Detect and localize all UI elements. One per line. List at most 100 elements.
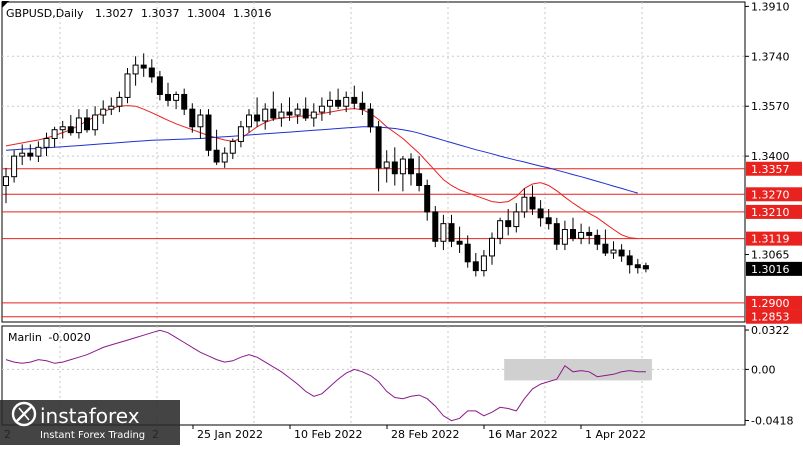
level-price-badge (746, 161, 802, 176)
candles (3, 53, 649, 277)
level-price-label: 1.3270 (751, 188, 790, 201)
chart-low: 1.3004 (187, 7, 226, 20)
candle-bear (626, 255, 633, 266)
candle-bear (367, 108, 374, 128)
candle-bear (537, 208, 544, 219)
candle-bull (124, 73, 131, 98)
indicator-value: -0.0020 (48, 331, 90, 344)
indicator-name: Marlin (8, 331, 42, 344)
panel-corner-icon (2, 1, 9, 8)
instaforex-logo-icon (11, 401, 37, 427)
indicator-tick-label: -0.0418 (751, 414, 793, 427)
candle-bear (67, 126, 74, 134)
time-tick-label: 16 Mar 2022 (488, 428, 558, 441)
candle-bear (205, 114, 212, 151)
candle-bear (254, 114, 261, 122)
candle-bear (148, 67, 155, 78)
candle-bear (181, 93, 188, 110)
candle-bull (229, 140, 236, 154)
candle-bull (197, 114, 204, 128)
candle-bear (351, 96, 358, 104)
candle-bull (75, 117, 82, 134)
candle-bear (302, 108, 309, 119)
level-price-label: 1.3357 (751, 163, 790, 176)
candle-bear (456, 240, 463, 245)
price-panel (1, 1, 746, 323)
candle-bull (440, 223, 447, 242)
indicator-tick-label: 0.00 (751, 363, 776, 376)
time-tick-label: 28 Feb 2022 (391, 428, 459, 441)
candle-bear (505, 220, 512, 228)
candle-bull (513, 211, 520, 228)
candle-bear (156, 76, 163, 95)
candle-bull (100, 108, 107, 116)
chart-close: 1.3016 (233, 7, 272, 20)
candle-bull (480, 255, 487, 272)
level-price-badge (746, 187, 802, 202)
price-tick-label: 1.3400 (751, 150, 790, 163)
candle-bear (286, 111, 293, 116)
level-price-label: 1.2853 (751, 311, 790, 324)
candle-bull (43, 138, 50, 148)
candle-bear (375, 126, 382, 169)
candle-bull (343, 96, 350, 107)
candle-bull (173, 93, 180, 101)
current-price-badge (746, 261, 802, 276)
time-tick-label: 1 Apr 2022 (585, 428, 646, 441)
candle-bear (464, 243, 471, 263)
candle-bull (108, 105, 115, 110)
horizontal-levels (2, 168, 745, 318)
candle-bear (27, 152, 34, 157)
candle-bull (59, 126, 66, 131)
time-axis: 25 Jan 2022 10 Feb 2022 28 Feb 2022 16 Mar … (4, 425, 646, 441)
candle-bear (570, 229, 576, 239)
candle-bear (594, 234, 601, 245)
candle-bull (318, 105, 325, 113)
candle-bear (472, 261, 479, 272)
candle-bull (610, 249, 617, 254)
candle-bear (391, 161, 398, 175)
level-price-label: 1.3210 (751, 206, 790, 219)
indicator-axis: 0.0322 0.00 -0.0418 (745, 324, 793, 427)
candle-bull (246, 114, 252, 128)
candle-bull (19, 152, 26, 157)
indicator-label: Marlin -0.0020 (8, 331, 91, 344)
candle-bear (213, 149, 220, 163)
candle-bull (92, 114, 99, 131)
chart-symbol: GBPUSD,Daily (6, 7, 84, 20)
price-tick-label: 1.3065 (751, 248, 790, 261)
candle-bull (489, 237, 495, 257)
candle-bear (529, 196, 536, 210)
time-tick-label: 25 Jan 2022 (197, 428, 263, 441)
candle-bear (553, 223, 560, 245)
candle-bear (642, 265, 649, 270)
candle-bull (132, 64, 139, 75)
watermark: instaforex Instant Forex Trading (0, 400, 180, 445)
candle-bull (237, 126, 244, 142)
candle-bear (448, 223, 455, 242)
indicator-highlight-box (504, 359, 652, 381)
chart-high: 1.3037 (141, 7, 180, 20)
candle-bull (521, 196, 528, 213)
indicator-tick-label: 0.0322 (751, 324, 790, 337)
candle-bear (432, 211, 439, 242)
candle-bull (116, 96, 123, 107)
candle-bear (586, 231, 593, 236)
marlin-line-path (5, 329, 646, 422)
candle-bull (35, 146, 42, 157)
level-price-badge (746, 295, 802, 310)
price-tick-label: 1.3910 (751, 0, 790, 13)
marlin-line (5, 329, 646, 422)
level-price-label: 1.2900 (751, 297, 790, 310)
candle-bull (327, 99, 333, 107)
candle-bear (618, 249, 625, 257)
candle-bull (51, 129, 58, 140)
candle-bull (294, 108, 301, 116)
watermark-brand: instaforex (40, 404, 140, 428)
current-price-label: 1.3016 (751, 263, 790, 276)
candle-bull (3, 176, 9, 186)
candle-bull (383, 161, 390, 169)
level-price-badge (746, 231, 802, 246)
candle-bull (11, 155, 18, 178)
